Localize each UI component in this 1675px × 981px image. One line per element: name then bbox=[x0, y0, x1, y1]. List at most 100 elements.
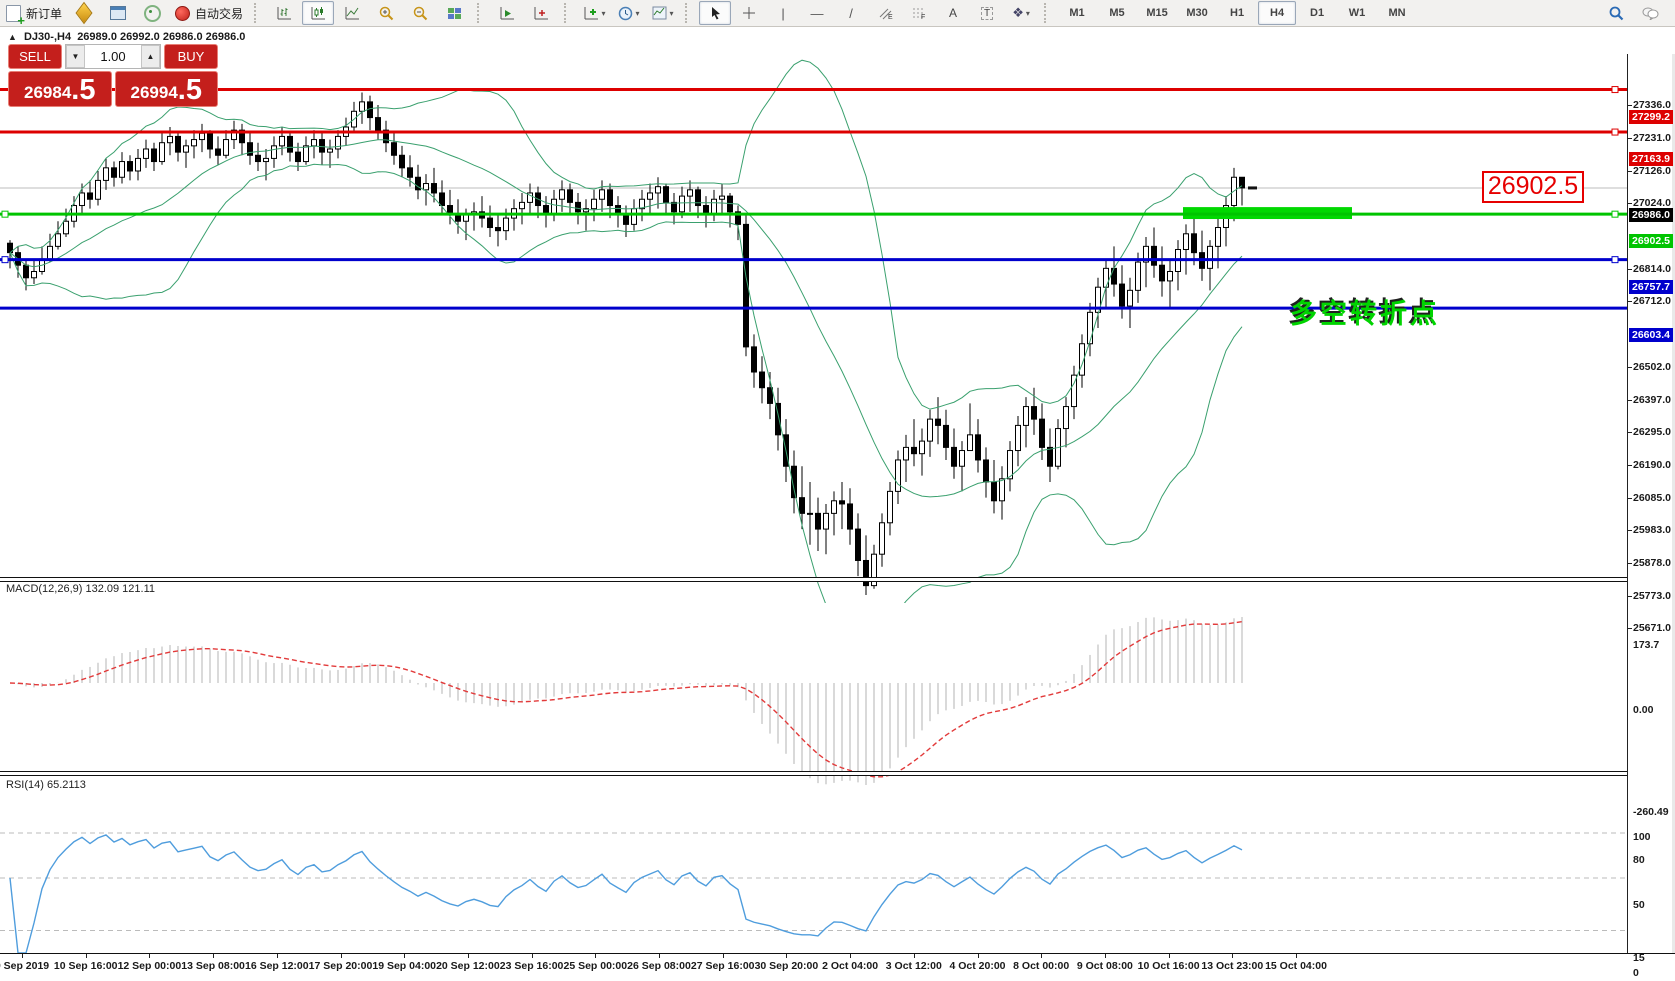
cursor-icon bbox=[707, 5, 724, 21]
zoom-in-button[interactable] bbox=[370, 1, 402, 25]
line-chart-icon bbox=[344, 5, 361, 21]
window-edge bbox=[1672, 54, 1675, 976]
arrows-button[interactable]: ❖ ▾ bbox=[1005, 1, 1037, 25]
terminal-icon bbox=[110, 5, 127, 21]
signals-button[interactable] bbox=[136, 1, 168, 25]
price-tick-mark bbox=[1627, 105, 1632, 106]
bar-chart-button[interactable] bbox=[268, 1, 300, 25]
price-axis-border bbox=[1627, 54, 1628, 954]
time-tick-label: 27 Sep 16:00 bbox=[690, 960, 755, 972]
tile-windows-button[interactable] bbox=[438, 1, 470, 25]
time-tick-label: 2 Oct 04:00 bbox=[822, 960, 879, 972]
timeframe-h1[interactable]: H1 bbox=[1230, 7, 1245, 19]
periods-button[interactable]: ▾ bbox=[612, 1, 644, 25]
chat-button[interactable] bbox=[1634, 1, 1666, 25]
timeframe-m1[interactable]: M1 bbox=[1069, 7, 1085, 19]
macd-label: MACD(12,26,9) 132.09 121.11 bbox=[6, 583, 155, 595]
time-axis[interactable]: 9 Sep 2019 10 Sep 16:00 12 Sep 00:00 13 Sep… bbox=[0, 953, 1675, 977]
macd-panel-resize-handle[interactable] bbox=[0, 577, 1627, 582]
timeframe-d1[interactable]: D1 bbox=[1310, 7, 1325, 19]
price-line-badge: 26902.5 bbox=[1629, 234, 1673, 249]
chart-area[interactable] bbox=[0, 27, 1675, 981]
timeframe-h4[interactable]: H4 bbox=[1258, 1, 1297, 25]
price-tick-label: 26502.0 bbox=[1633, 361, 1671, 373]
new-order-button[interactable]: 新订单 bbox=[1, 1, 66, 26]
collapse-arrow-icon[interactable]: ▲ bbox=[8, 32, 17, 42]
cursor-button[interactable] bbox=[699, 1, 732, 25]
text-label-button[interactable]: T bbox=[971, 1, 1003, 25]
timeframe-w1[interactable]: W1 bbox=[1348, 7, 1366, 19]
autotrading-icon bbox=[174, 5, 191, 21]
time-tick-label: 3 Oct 12:00 bbox=[885, 960, 942, 972]
sell-price-panel[interactable]: 26984 .5 bbox=[8, 71, 112, 107]
rsi-panel-resize-handle[interactable] bbox=[0, 771, 1627, 776]
profiles-button[interactable] bbox=[68, 1, 100, 25]
time-tick-mark bbox=[722, 954, 724, 958]
price-tick-label: 27126.0 bbox=[1633, 165, 1671, 177]
candle-chart-button[interactable] bbox=[302, 1, 335, 25]
time-tick-mark bbox=[276, 954, 278, 958]
fibonacci-button[interactable]: F bbox=[903, 1, 935, 25]
price-tick-mark bbox=[1627, 498, 1632, 499]
price-tick-mark bbox=[1627, 530, 1632, 531]
volume-decrease-button[interactable]: ▼ bbox=[66, 45, 85, 68]
timeframe-m15[interactable]: M15 bbox=[1146, 7, 1168, 19]
price-tick-label: 26712.0 bbox=[1633, 295, 1671, 307]
hline-button[interactable]: — bbox=[801, 1, 833, 25]
zoom-out-button[interactable] bbox=[404, 1, 436, 25]
chart-shift-button[interactable] bbox=[525, 1, 557, 25]
vline-button[interactable]: | bbox=[767, 1, 799, 25]
price-tick-label: 27024.0 bbox=[1633, 197, 1671, 209]
time-tick-label: 30 Sep 20:00 bbox=[754, 960, 819, 972]
price-tick-mark bbox=[1627, 465, 1632, 466]
toolbar-separator bbox=[1044, 3, 1052, 23]
timeframe-mn[interactable]: MN bbox=[1388, 7, 1406, 19]
indicators-button[interactable]: ▾ bbox=[578, 1, 610, 25]
indicators-icon bbox=[583, 5, 600, 21]
line-chart-button[interactable] bbox=[336, 1, 368, 25]
current-price-badge: 26986.0 bbox=[1629, 207, 1673, 222]
turning-point-text: 多空转折点 bbox=[1290, 299, 1440, 329]
periods-icon bbox=[617, 5, 634, 21]
channel-button[interactable]: E bbox=[869, 1, 901, 25]
templates-icon bbox=[651, 5, 668, 21]
svg-text:E: E bbox=[888, 14, 893, 20]
price-line-badge: 27163.9 bbox=[1629, 152, 1673, 167]
toolbar-separator bbox=[685, 3, 693, 23]
auto-scroll-icon bbox=[499, 5, 516, 21]
time-tick-mark bbox=[22, 954, 23, 958]
price-tick-mark bbox=[1627, 367, 1632, 368]
buy-button[interactable]: BUY bbox=[164, 44, 218, 69]
toolbar: 新订单 自动交易 ▾ ▾ bbox=[0, 0, 1675, 27]
time-tick-label: 13 Sep 08:00 bbox=[181, 960, 245, 972]
price-tick-label: 26295.0 bbox=[1633, 426, 1671, 438]
autotrading-label: 自动交易 bbox=[195, 6, 244, 21]
time-tick-label: 10 Oct 16:00 bbox=[1137, 960, 1200, 972]
timeframe-m30[interactable]: M30 bbox=[1186, 7, 1208, 19]
terminal-button[interactable] bbox=[102, 1, 134, 25]
price-tick-mark bbox=[1627, 138, 1632, 139]
time-tick-mark bbox=[913, 954, 915, 958]
templates-button[interactable]: ▾ bbox=[646, 1, 678, 25]
search-button[interactable] bbox=[1600, 1, 1632, 25]
autotrading-button[interactable]: 自动交易 bbox=[170, 1, 247, 25]
price-tick-mark bbox=[1627, 563, 1632, 564]
timeframe-m5[interactable]: M5 bbox=[1109, 7, 1125, 19]
volume-spinner: ▼ 1.00 ▲ bbox=[65, 44, 161, 69]
volume-input[interactable]: 1.00 bbox=[100, 49, 126, 64]
time-tick-mark bbox=[1168, 954, 1170, 958]
buy-price-panel[interactable]: 26994 .5 bbox=[114, 71, 218, 107]
time-tick-mark bbox=[85, 954, 87, 958]
sell-button[interactable]: SELL bbox=[8, 44, 62, 69]
auto-scroll-button[interactable] bbox=[491, 1, 523, 25]
trendline-button[interactable]: / bbox=[835, 1, 867, 25]
text-button[interactable]: A bbox=[937, 1, 969, 25]
fibonacci-icon: F bbox=[911, 5, 928, 21]
crosshair-button[interactable] bbox=[733, 1, 765, 25]
time-tick-label: 26 Sep 08:00 bbox=[627, 960, 691, 972]
rsi-axis-label: 50 bbox=[1633, 899, 1645, 911]
time-tick-mark bbox=[1104, 954, 1106, 958]
volume-increase-button[interactable]: ▲ bbox=[141, 45, 160, 68]
time-tick-label: 13 Oct 23:00 bbox=[1201, 960, 1264, 972]
price-tick-label: 27336.0 bbox=[1633, 99, 1671, 111]
